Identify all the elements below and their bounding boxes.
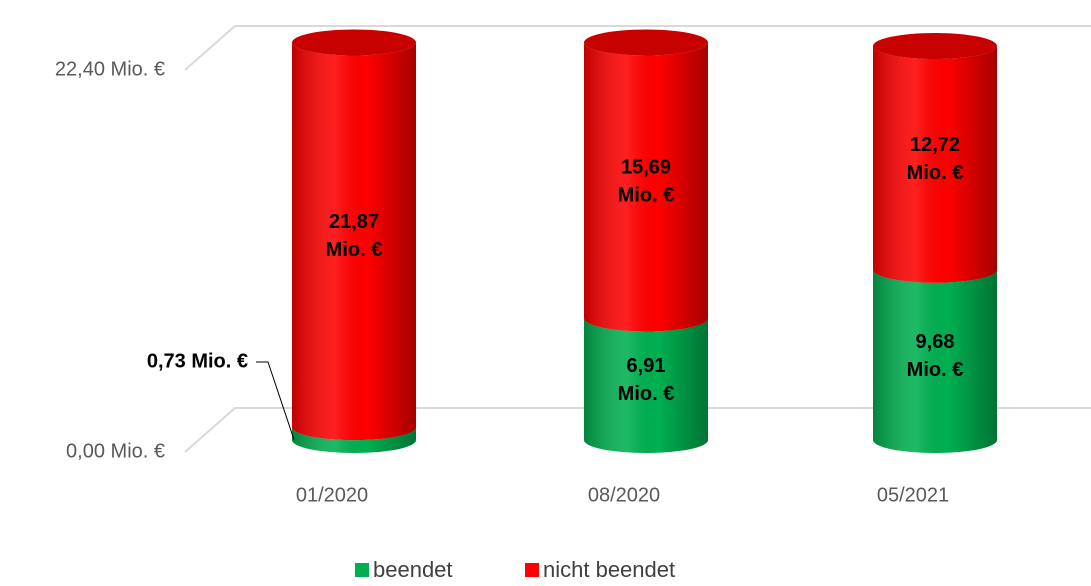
bar-shade [584, 42, 708, 332]
cylinder-top [292, 29, 416, 56]
cylinder-top [873, 33, 997, 59]
value-label: 0,73 Mio. € [147, 350, 248, 372]
legend-label: beendet [373, 557, 453, 582]
bar-shade [292, 427, 416, 453]
y-tick-label: 0,00 Mio. € [66, 440, 165, 462]
bar-shade [873, 269, 997, 453]
legend-label: nicht beendet [543, 557, 675, 582]
value-label-line: 9,68 [916, 331, 955, 353]
value-label: 12,72 Mio. € [907, 134, 964, 184]
legend-swatch [355, 563, 369, 577]
bar-shade [873, 46, 997, 283]
value-label-line: 12,72 [910, 134, 960, 156]
value-label-line: 6,91 [627, 356, 666, 378]
value-label-line: Mio. € [326, 239, 383, 261]
value-label-line: Mio. € [618, 185, 675, 207]
value-label-line: Mio. € [618, 384, 675, 406]
x-tick-label: 08/2020 [588, 484, 660, 506]
x-tick-label: 01/2020 [296, 484, 368, 506]
cylinder-top [584, 29, 708, 56]
value-label: 9,68 Mio. € [907, 331, 964, 381]
grid-line [184, 407, 1091, 453]
bar-shade [292, 42, 416, 441]
bar-shade [584, 318, 708, 453]
value-label-line: Mio. € [907, 162, 964, 184]
value-label: 6,91 Mio. € [618, 356, 675, 406]
grid-line [184, 25, 1091, 71]
value-label-line: Mio. € [907, 359, 964, 381]
y-tick-label: 22,40 Mio. € [55, 58, 165, 80]
leader-line [256, 361, 295, 440]
value-label-bg [100, 346, 256, 378]
value-label: 15,69 Mio. € [618, 157, 675, 207]
value-label-line: 15,69 [621, 157, 671, 179]
value-label-line: 21,87 [329, 211, 379, 233]
legend-swatch [525, 563, 539, 577]
x-tick-label: 05/2021 [877, 484, 949, 506]
value-label: 21,87 Mio. € [326, 211, 383, 261]
